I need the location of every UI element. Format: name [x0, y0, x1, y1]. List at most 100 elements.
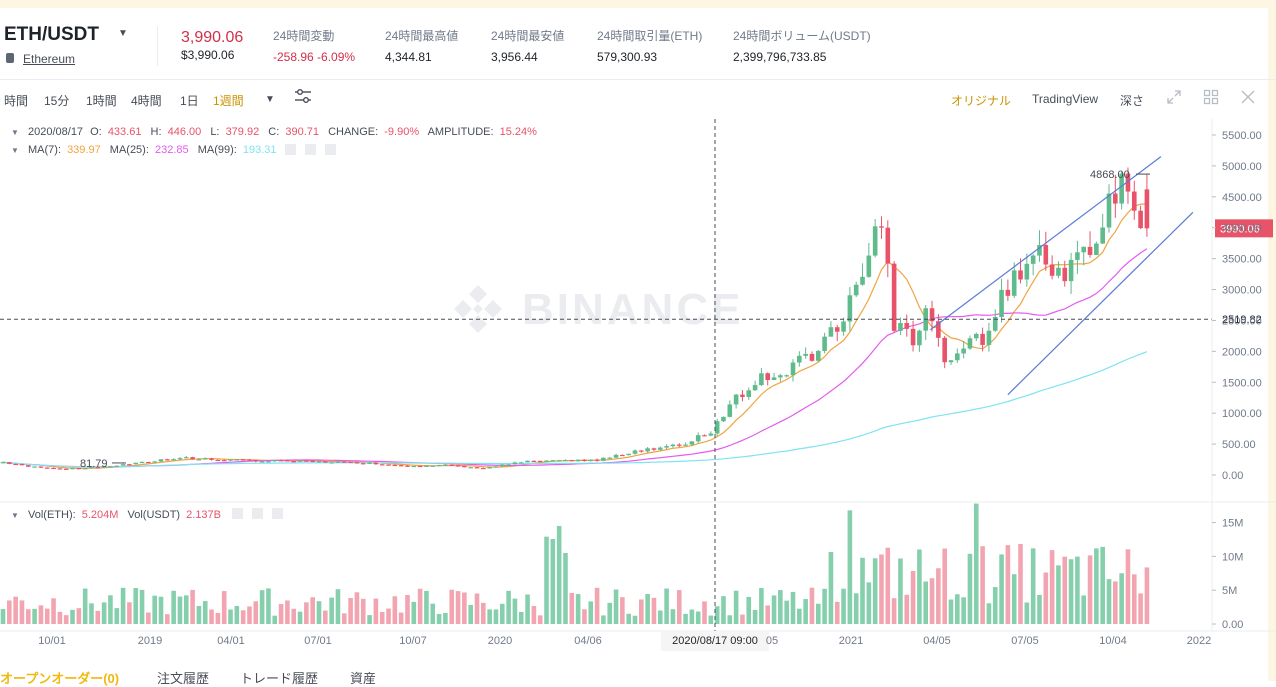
- view-depth[interactable]: 深さ: [1120, 94, 1145, 108]
- ma-close-icon[interactable]: [325, 144, 336, 155]
- candle-body: [430, 465, 436, 467]
- candle-body: [879, 226, 884, 228]
- price-axis-label: 0.00: [1222, 470, 1243, 482]
- volume-bar: [259, 590, 265, 624]
- candle-body: [841, 321, 846, 332]
- candle-body: [487, 466, 492, 469]
- ohlc-h-label: H:: [151, 126, 162, 138]
- candle-body: [961, 348, 966, 354]
- volume-bar: [430, 603, 436, 624]
- candle-body: [19, 464, 25, 466]
- candle-body: [929, 308, 935, 322]
- volume-bar: [834, 601, 840, 624]
- caret-down-icon[interactable]: ▼: [118, 28, 128, 39]
- volume-bar: [405, 594, 410, 624]
- volume-bar: [329, 597, 334, 624]
- volume-bar: [759, 588, 764, 624]
- stat-label: 24時間ボリューム(USDT): [733, 29, 871, 43]
- volume-bar: [765, 605, 771, 624]
- volume-bar: [101, 602, 107, 624]
- tab-order-history[interactable]: 注文履歴: [157, 671, 210, 686]
- interval-1d[interactable]: 1日: [180, 94, 199, 108]
- volume-bar: [278, 604, 284, 624]
- candle-body: [360, 463, 366, 465]
- time-axis-label: 04/05: [923, 635, 951, 647]
- candle-body: [980, 333, 985, 345]
- candle-body: [708, 433, 714, 436]
- vol-visibility-icon[interactable]: [252, 508, 263, 519]
- price-axis-label: 3500.00: [1222, 254, 1262, 266]
- volume-bar: [1024, 602, 1030, 624]
- view-original[interactable]: オリジナル: [951, 94, 1012, 108]
- interval-1h[interactable]: 1時間: [86, 94, 117, 108]
- tab-open-orders[interactable]: オープンオーダー(0): [0, 671, 120, 686]
- candle-body: [695, 435, 701, 442]
- volume-axis-label: 10M: [1222, 551, 1243, 563]
- candle-body: [973, 333, 979, 339]
- order-tabs: オープンオーダー(0) 注文履歴 トレード履歴 資産: [0, 662, 1276, 686]
- settings-sliders-icon[interactable]: [294, 87, 312, 110]
- interval-4h[interactable]: 4時間: [131, 94, 162, 108]
- candle-body: [746, 390, 752, 397]
- volume-bar: [771, 595, 777, 624]
- volume-bar: [196, 605, 202, 624]
- volume-bar: [114, 608, 120, 624]
- candle-body: [139, 461, 145, 464]
- close-icon[interactable]: [1240, 89, 1256, 110]
- vol-close-icon[interactable]: [272, 508, 283, 519]
- volume-bar: [582, 609, 587, 624]
- volume-bar: [373, 598, 379, 624]
- ma-visibility-icon[interactable]: [305, 144, 316, 155]
- candle-body: [392, 464, 398, 467]
- ma-collapse-icon[interactable]: ▼: [11, 146, 19, 155]
- legend-collapse-icon[interactable]: ▼: [11, 128, 19, 137]
- volume-bar: [190, 589, 195, 624]
- stat-value: 3,956.44: [491, 50, 538, 64]
- price-axis-label: 5500.00: [1222, 130, 1262, 142]
- price-axis-label: 2000.00: [1222, 346, 1262, 358]
- vol-settings-icon[interactable]: [232, 508, 243, 519]
- candle-body: [417, 465, 423, 468]
- volume-bar: [885, 547, 891, 624]
- tab-trade-history[interactable]: トレード履歴: [240, 671, 319, 686]
- vol-collapse-icon[interactable]: ▼: [11, 511, 19, 520]
- stat-value: 4,344.81: [385, 50, 432, 64]
- interval-15m[interactable]: 15分: [44, 94, 70, 108]
- volume-bar: [247, 606, 252, 624]
- volume-bar: [32, 608, 37, 624]
- tab-assets[interactable]: 資産: [350, 671, 377, 686]
- expand-icon[interactable]: [1166, 89, 1182, 110]
- candle-body: [127, 464, 132, 466]
- ohlc-l-label: L:: [210, 126, 219, 138]
- candle-body: [291, 461, 297, 463]
- ohlc-c-label: C:: [268, 126, 279, 138]
- interval-more-caret-icon[interactable]: ▼: [265, 94, 275, 105]
- candle-body: [297, 460, 303, 462]
- candle-body: [815, 350, 821, 361]
- candle-body: [670, 444, 676, 447]
- crosshair: 2519.82 2020/08/17 09:00 3990.06 4868.00 81.…: [0, 119, 1273, 651]
- candle-body: [1037, 245, 1042, 256]
- volume-bar: [183, 595, 189, 624]
- pair-title[interactable]: ETH/USDT: [4, 24, 99, 45]
- coin-name-link[interactable]: Ethereum: [23, 52, 76, 66]
- candle-body: [563, 460, 568, 462]
- high-annotation: 4868.00: [1090, 169, 1130, 181]
- interval-1w[interactable]: 1週間: [213, 94, 244, 108]
- volume-bar: [1030, 548, 1036, 624]
- candle-body: [1075, 252, 1080, 260]
- price-chart[interactable]: BINANCE 2519.82 2020/08/17 09:00 3990.06 48…: [0, 119, 1276, 655]
- grid-icon[interactable]: [1203, 89, 1219, 110]
- candle-body: [449, 464, 455, 466]
- ma99-label: MA(99):: [198, 144, 237, 156]
- candle-body: [1018, 270, 1023, 280]
- chart-legend: ▼ 2020/08/17 O: 433.61 H: 446.00 L: 379.…: [11, 126, 537, 521]
- view-tradingview[interactable]: TradingView: [1032, 92, 1099, 106]
- candle-body: [569, 460, 575, 462]
- ma-settings-icon[interactable]: [285, 144, 296, 155]
- volume-bar: [942, 548, 947, 624]
- volume-bar: [424, 590, 429, 624]
- candle-body: [101, 466, 107, 468]
- interval-time[interactable]: 時間: [4, 94, 29, 108]
- volume-bar: [929, 578, 935, 624]
